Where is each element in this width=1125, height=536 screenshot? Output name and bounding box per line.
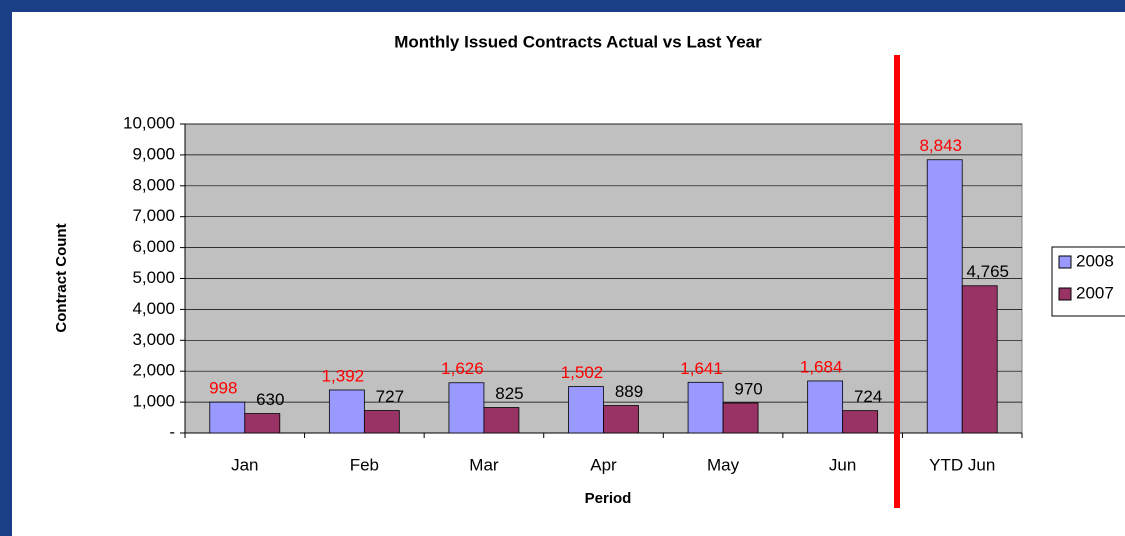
- y-tick-label: 10,000: [123, 113, 175, 132]
- y-tick-label: 2,000: [132, 361, 175, 380]
- data-label: 4,765: [966, 262, 1009, 281]
- bar: [568, 386, 604, 434]
- bar: [328, 389, 365, 434]
- y-tick-label: 9,000: [132, 144, 175, 163]
- bar: [926, 159, 963, 434]
- legend-label: 2008: [1076, 251, 1114, 270]
- legend-swatch: [1058, 255, 1072, 269]
- data-label: 8,843: [919, 136, 962, 155]
- y-tick-label: 6,000: [132, 237, 175, 256]
- bar: [363, 410, 400, 434]
- bar: [448, 382, 485, 434]
- legend-swatch: [1058, 287, 1072, 301]
- data-label: 1,392: [322, 366, 365, 385]
- data-label: 724: [854, 387, 882, 406]
- x-tick-label: Jun: [829, 455, 856, 474]
- data-label: 1,502: [561, 363, 604, 382]
- legend-box: [1051, 246, 1125, 317]
- bar: [244, 413, 281, 434]
- data-label: 970: [734, 380, 762, 399]
- data-label: 1,626: [441, 359, 484, 378]
- data-label: 1,684: [800, 357, 843, 376]
- y-tick-label: 4,000: [132, 299, 175, 318]
- y-tick-label: 5,000: [132, 268, 175, 287]
- x-tick-label: YTD Jun: [929, 455, 995, 474]
- bar: [961, 285, 998, 434]
- legend-label: 2007: [1076, 283, 1114, 302]
- bar: [209, 401, 246, 434]
- x-tick-label: May: [707, 455, 740, 474]
- bar: [722, 402, 759, 434]
- data-label: 630: [256, 390, 284, 409]
- data-label: 998: [209, 379, 237, 398]
- y-tick-label: 3,000: [132, 330, 175, 349]
- bar: [842, 410, 879, 434]
- chart-title: Monthly Issued Contracts Actual vs Last …: [394, 32, 762, 51]
- x-tick-label: Jan: [231, 455, 258, 474]
- x-tick-label: Feb: [350, 455, 379, 474]
- x-tick-label: Apr: [590, 455, 617, 474]
- data-label: 825: [495, 384, 523, 403]
- x-axis-label: Period: [585, 490, 632, 507]
- bar: [603, 405, 639, 434]
- bar: [807, 380, 844, 434]
- marks: - 1,000 2,000 3,000 4,000 5,000 6,000 7,000 8,00…: [123, 113, 1114, 474]
- bar: [483, 407, 520, 434]
- y-tick-label: 1,000: [132, 392, 175, 411]
- data-label: 889: [615, 382, 643, 401]
- data-label: 1,641: [680, 359, 723, 378]
- y-tick-label: 8,000: [132, 175, 175, 194]
- y-tick-label: 7,000: [132, 206, 175, 225]
- y-tick-label: -: [169, 422, 175, 441]
- x-tick-label: Mar: [469, 455, 499, 474]
- bar: [687, 381, 724, 434]
- data-label: 727: [376, 387, 404, 406]
- y-axis-label: Contract Count: [53, 223, 70, 332]
